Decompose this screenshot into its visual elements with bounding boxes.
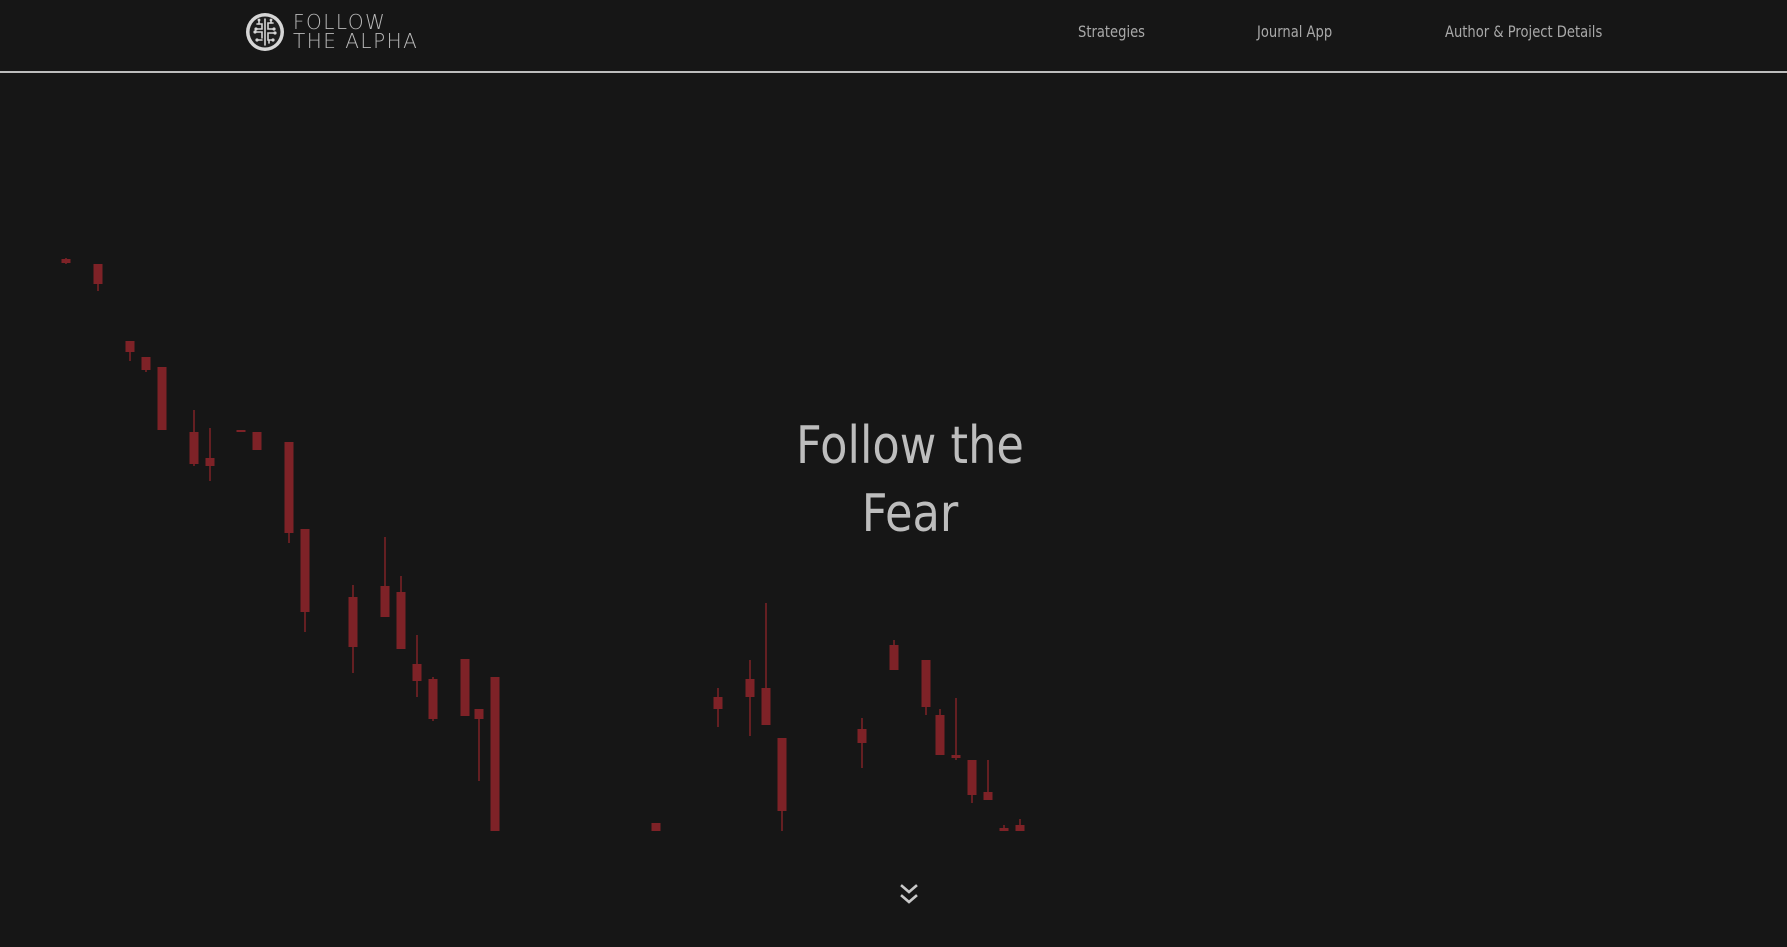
candle-body xyxy=(474,709,484,719)
candle-body xyxy=(983,792,993,800)
site-header: FOLLOW THE ALPHA Strategies Journal App … xyxy=(0,0,1787,73)
candle-body xyxy=(284,442,294,533)
double-chevron-down-icon[interactable] xyxy=(897,882,921,910)
candle-body xyxy=(967,760,977,795)
candle-body xyxy=(300,529,310,612)
background-candlestick-chart xyxy=(61,258,1025,831)
candle-body xyxy=(761,688,771,725)
nav-link-journal-app[interactable]: Journal App xyxy=(1257,22,1333,41)
candle-body xyxy=(157,367,167,430)
candle-body xyxy=(61,259,71,263)
candle-body xyxy=(460,659,470,716)
candle-body xyxy=(999,828,1009,831)
brain-circuit-icon xyxy=(246,13,284,51)
logo-text: FOLLOW THE ALPHA xyxy=(293,10,419,53)
candle-body xyxy=(713,697,723,709)
candle-body xyxy=(921,660,931,707)
candle-body xyxy=(125,341,135,352)
candle-body xyxy=(93,264,103,284)
candle-body xyxy=(428,679,438,719)
candle-body xyxy=(490,677,500,831)
hero-title-line-1: Follow the xyxy=(796,416,1024,476)
candle-body xyxy=(412,664,422,681)
candle-body xyxy=(396,592,406,649)
logo-link[interactable]: FOLLOW THE ALPHA xyxy=(245,12,418,52)
candle-body xyxy=(651,823,661,831)
candle-body xyxy=(205,458,215,466)
candle-body xyxy=(252,432,262,450)
hero-title: Follow the Fear xyxy=(127,412,1692,548)
candle-body xyxy=(1015,825,1025,831)
hero-title-line-2: Fear xyxy=(861,484,959,544)
logo-line-1: FOLLOW xyxy=(293,10,387,34)
candle-body xyxy=(935,715,945,755)
candle-body xyxy=(777,738,787,811)
candle-body xyxy=(236,430,246,432)
candle-body xyxy=(951,755,961,758)
candle-body xyxy=(189,432,199,464)
candle-body xyxy=(857,729,867,743)
nav-link-author-project-details[interactable]: Author & Project Details xyxy=(1445,22,1603,41)
candle-body xyxy=(745,679,755,697)
candle-body xyxy=(141,357,151,370)
nav-link-strategies[interactable]: Strategies xyxy=(1078,22,1146,41)
candle-body xyxy=(889,645,899,670)
logo-line-2: THE ALPHA xyxy=(293,29,419,53)
candle-body xyxy=(380,586,390,617)
candle-body xyxy=(348,597,358,647)
